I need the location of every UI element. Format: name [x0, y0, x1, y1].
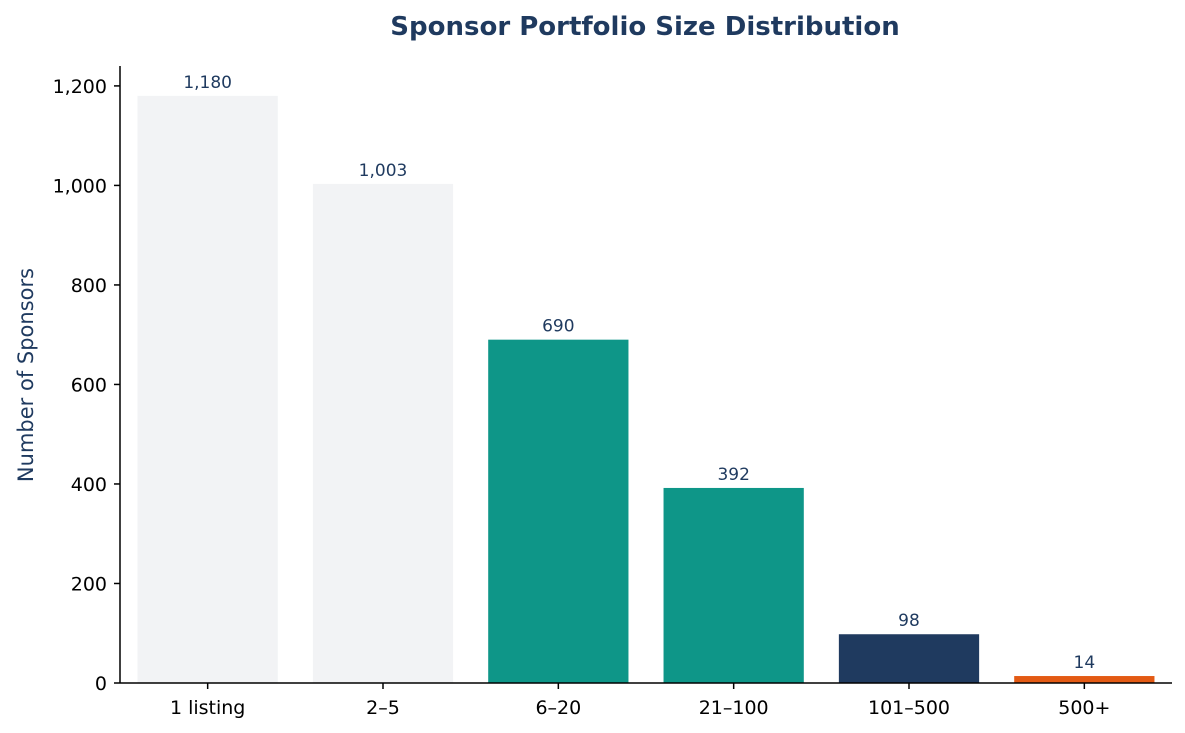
- data-labels-layer: 1,180 1,003 690 392 98 14: [183, 73, 1095, 673]
- bar-value-label: 1,003: [359, 161, 408, 181]
- bar-21-100: [663, 487, 804, 683]
- bar-value-label: 1,180: [183, 73, 232, 93]
- y-tick-label: 600: [71, 374, 107, 396]
- y-axis: 0 200 400 600 800 1,000 1,200: [53, 66, 121, 695]
- x-tick-label: 500+: [1058, 697, 1110, 719]
- bar-value-label: 392: [717, 465, 749, 485]
- bar-6-20: [488, 339, 629, 683]
- y-tick-label: 1,000: [53, 175, 107, 197]
- y-tick-label: 200: [71, 573, 107, 595]
- chart-title: Sponsor Portfolio Size Distribution: [390, 12, 899, 42]
- x-tick-label: 21–100: [699, 697, 769, 719]
- x-tick-label: 2–5: [366, 697, 400, 719]
- x-tick-label: 6–20: [535, 697, 581, 719]
- x-tick-label: 101–500: [868, 697, 950, 719]
- y-axis-label: Number of Sponsors: [14, 268, 38, 482]
- bar-1-listing: [137, 95, 278, 683]
- bar-value-label: 690: [542, 317, 574, 337]
- bars-layer: [137, 95, 1155, 683]
- y-tick-label: 800: [71, 275, 107, 297]
- bar-101-500: [838, 634, 980, 683]
- bar-value-label: 14: [1074, 653, 1096, 673]
- x-axis: 1 listing 2–5 6–20 21–100 101–500 500+: [120, 682, 1172, 719]
- x-tick-label: 1 listing: [170, 697, 245, 719]
- y-tick-label: 0: [95, 673, 107, 695]
- bar-500-: [1014, 676, 1155, 683]
- y-tick-label: 1,200: [53, 76, 107, 98]
- bar-2-5: [312, 183, 454, 683]
- y-tick-label: 400: [71, 474, 107, 496]
- bar-value-label: 98: [898, 611, 920, 631]
